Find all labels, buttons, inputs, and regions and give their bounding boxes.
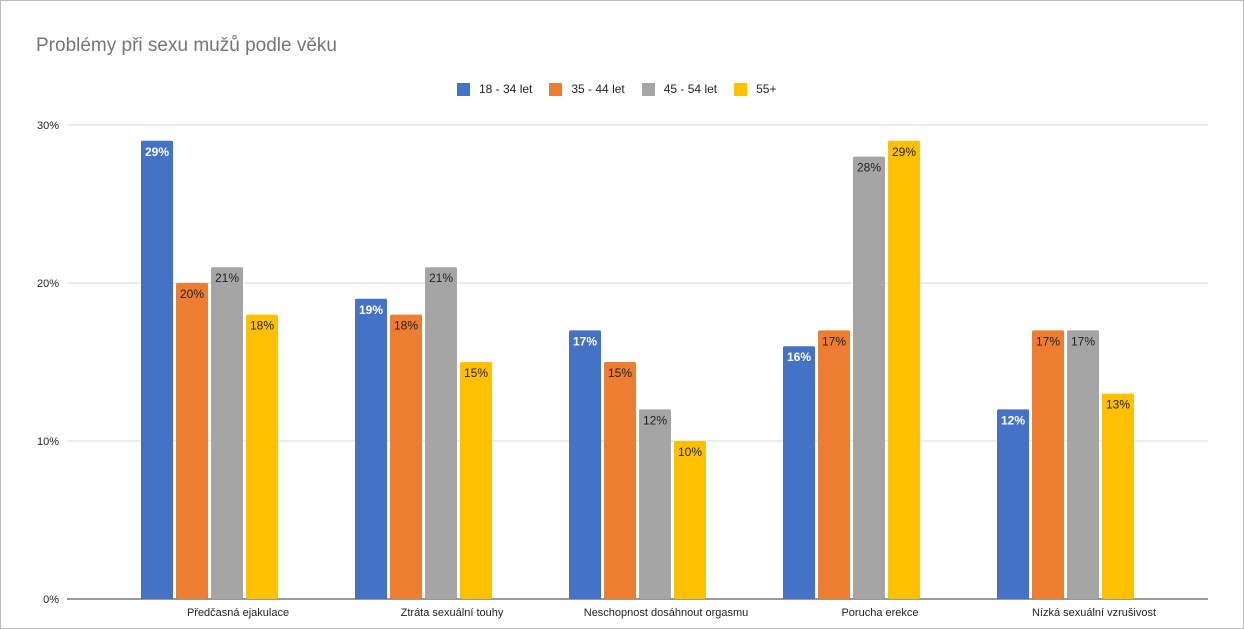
legend-swatch (457, 82, 470, 96)
data-label: 12% (643, 413, 667, 427)
legend-swatch (549, 82, 563, 96)
legend-item: 45 - 54 let (641, 82, 718, 96)
y-tick-label: 10% (37, 436, 59, 448)
data-label: 15% (608, 366, 632, 380)
bar (390, 314, 422, 599)
data-label: 17% (1071, 334, 1095, 348)
y-tick-label: 20% (37, 278, 59, 290)
bar (176, 283, 208, 599)
legend-item: 35 - 44 let (549, 82, 625, 96)
legend-label: 35 - 44 let (571, 82, 625, 96)
data-label: 21% (215, 271, 239, 285)
x-tick-label: Nízká sexuální vzrušivost (1032, 607, 1156, 619)
legend-item: 18 - 34 let (457, 82, 532, 96)
data-label: 28% (857, 161, 881, 175)
bar (997, 409, 1029, 599)
data-label: 13% (1106, 398, 1130, 412)
bar (1102, 393, 1134, 599)
bar (355, 298, 387, 599)
legend-label: 45 - 54 let (663, 82, 718, 96)
legend: 18 - 34 let 35 - 44 let 45 - 54 let 55+ (457, 81, 776, 97)
legend-label: 18 - 34 let (479, 82, 533, 96)
data-label: 29% (145, 145, 169, 159)
legend-swatch (734, 82, 748, 96)
chart-title: Problémy při sexu mužů podle věku (36, 35, 337, 56)
x-tick-label: Porucha erekce (841, 607, 918, 619)
data-label: 20% (180, 287, 204, 301)
bar (211, 267, 243, 599)
x-tick-label: Předčasná ejakulace (187, 607, 289, 619)
data-label: 29% (892, 145, 916, 159)
bar (246, 314, 278, 599)
y-tick-label: 30% (37, 120, 59, 132)
bar (818, 330, 850, 599)
bar (674, 441, 706, 599)
data-label: 10% (678, 445, 702, 459)
x-tick-label: Neschopnost dosáhnout orgasmu (584, 607, 749, 619)
data-label: 19% (359, 303, 383, 317)
bar (141, 140, 173, 600)
data-label: 15% (464, 366, 488, 380)
legend-swatch (641, 82, 655, 96)
bar (604, 362, 636, 599)
bar (460, 362, 492, 599)
bar (425, 267, 457, 599)
data-label: 18% (394, 319, 418, 333)
bar (888, 140, 920, 600)
bar (569, 330, 601, 599)
bar (783, 346, 815, 599)
data-label: 16% (787, 350, 811, 364)
legend-item: 55+ (734, 82, 776, 96)
data-label: 17% (1036, 334, 1060, 348)
bar (639, 409, 671, 599)
data-label: 17% (573, 334, 597, 348)
y-tick-label: 0% (43, 594, 59, 606)
x-tick-label: Ztráta sexuální touhy (401, 607, 504, 619)
data-label: 21% (429, 271, 453, 285)
data-label: 17% (822, 334, 846, 348)
bar (1067, 330, 1099, 599)
bar (1032, 330, 1064, 599)
data-label: 18% (250, 319, 274, 333)
legend-label: 55+ (756, 82, 777, 96)
data-label: 12% (1001, 413, 1025, 427)
bar (853, 156, 885, 599)
